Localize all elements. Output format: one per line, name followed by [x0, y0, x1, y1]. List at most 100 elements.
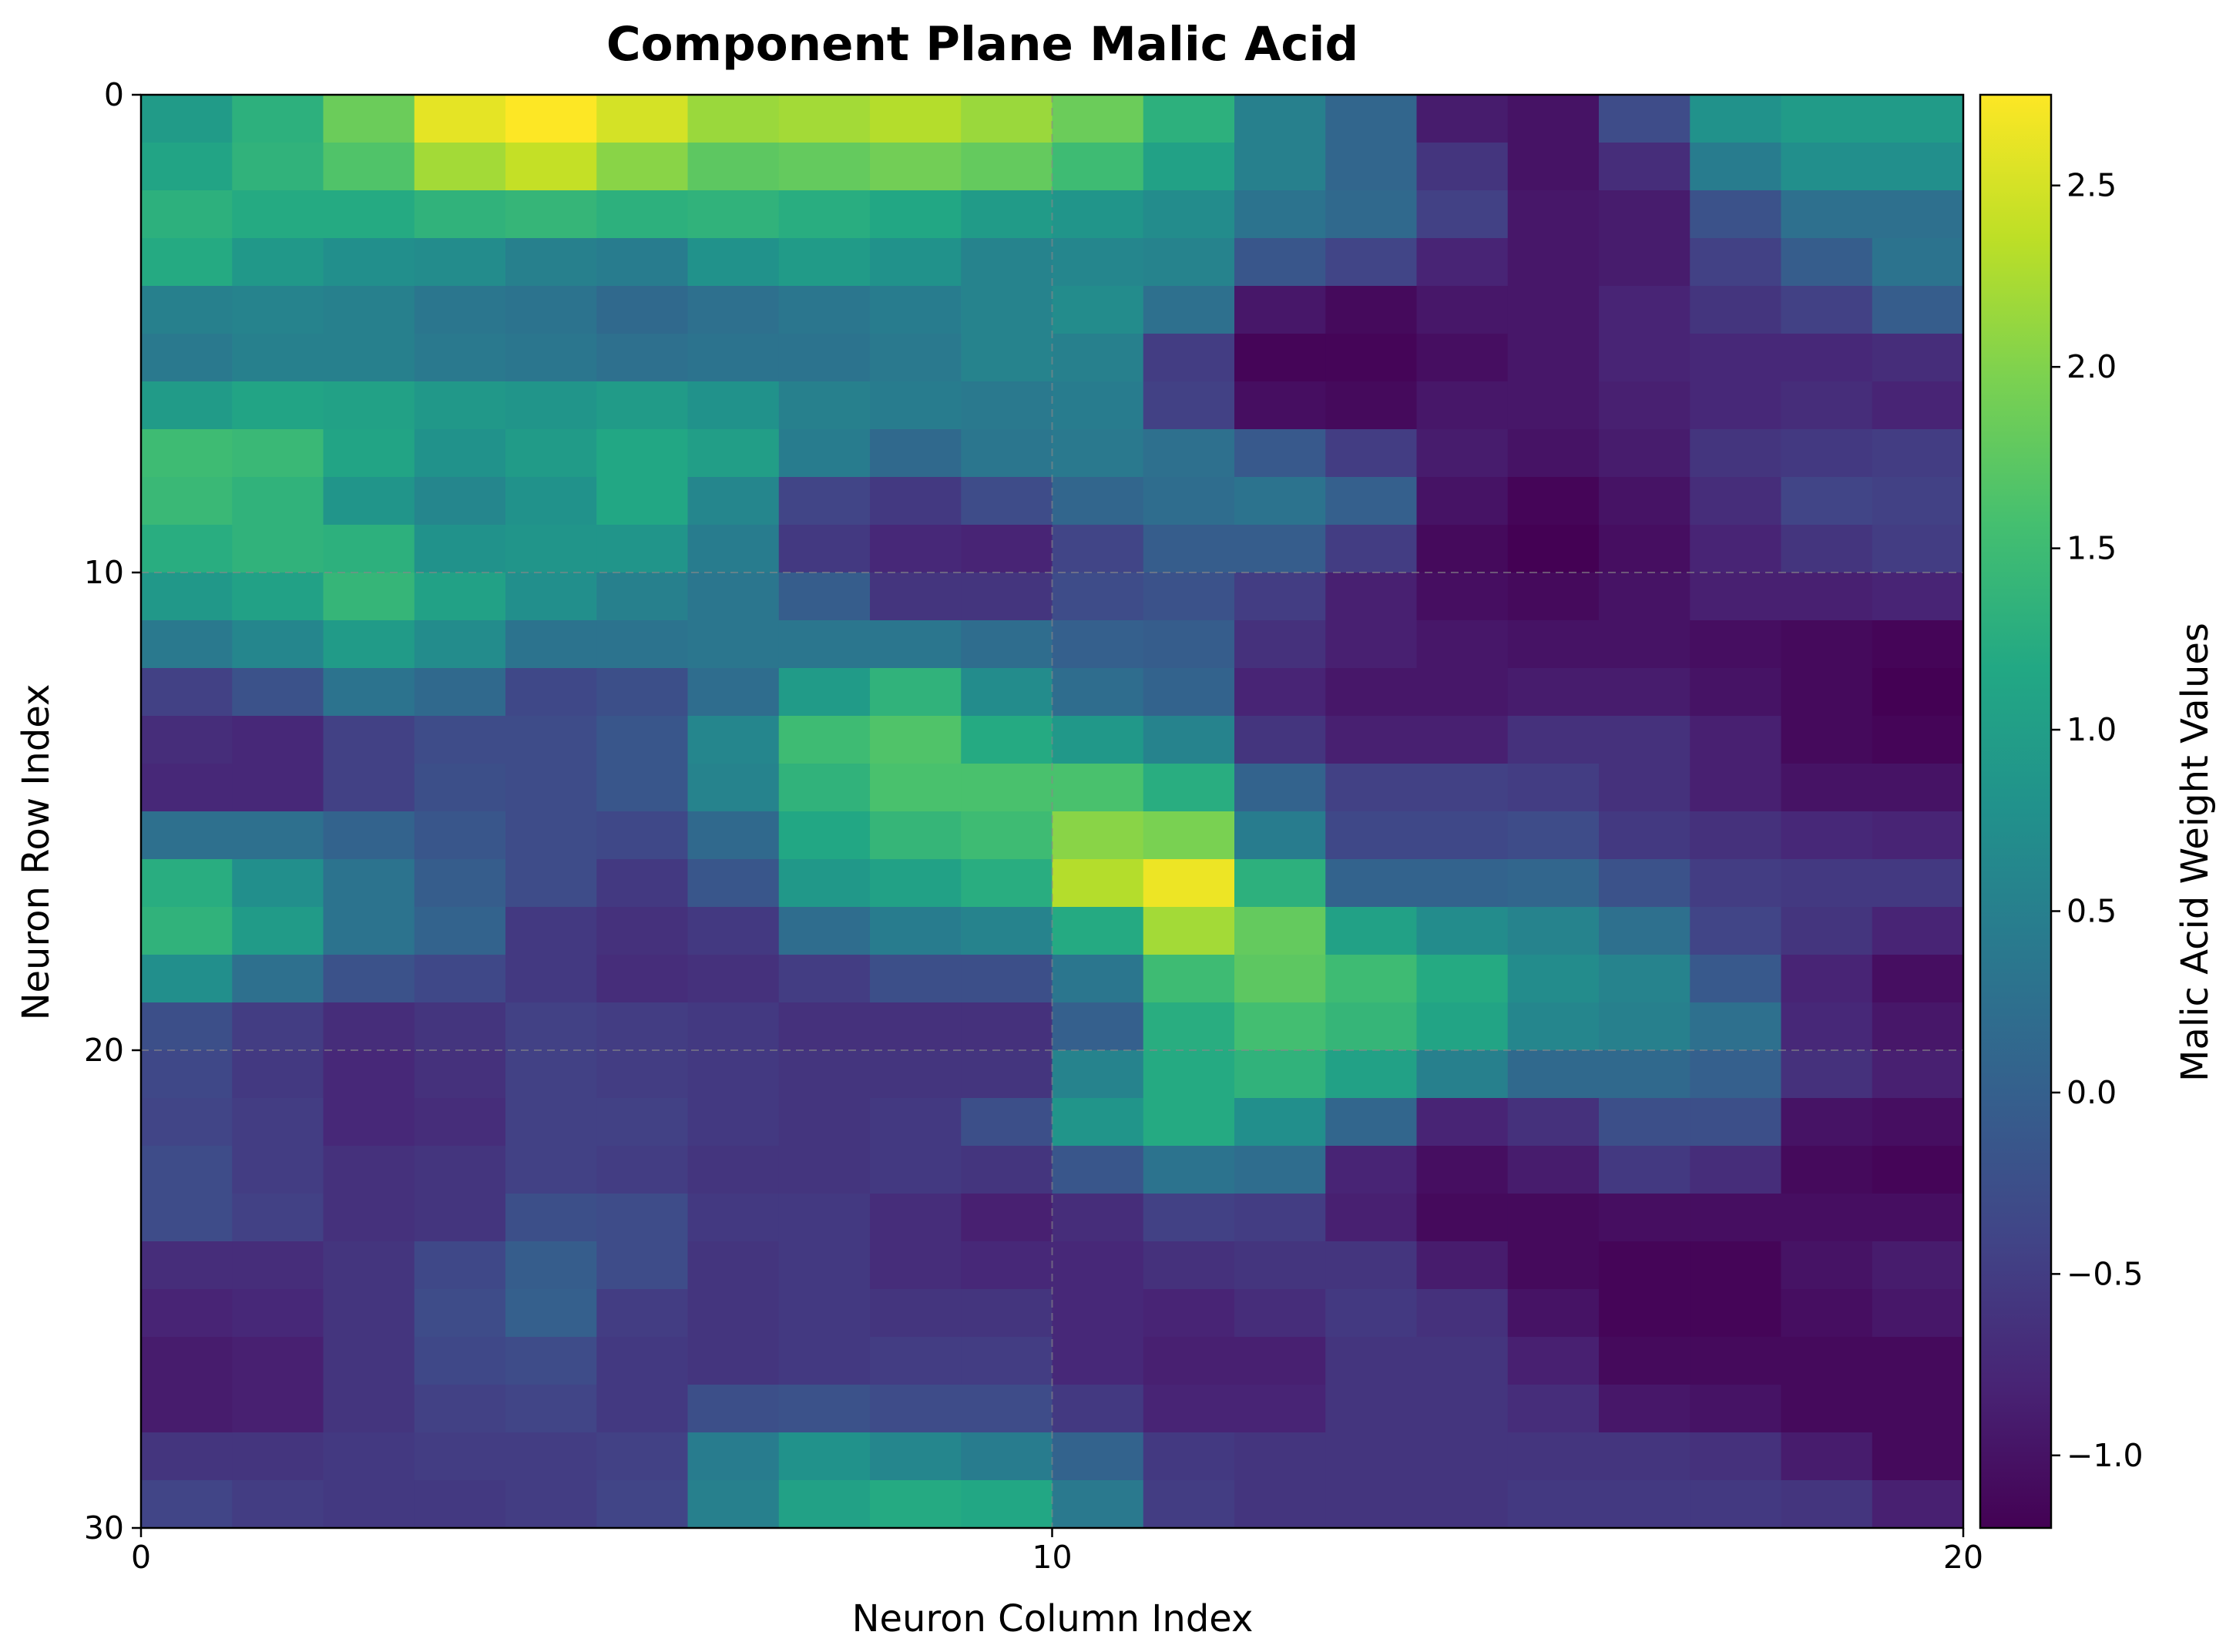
heatmap-cell — [1143, 907, 1235, 955]
heatmap-cell — [870, 1289, 962, 1338]
heatmap-cell — [687, 859, 780, 908]
heatmap-cell — [596, 477, 689, 525]
heatmap-cell — [1325, 716, 1418, 764]
heatmap-cell — [778, 381, 871, 430]
heatmap-cell — [1507, 1002, 1600, 1051]
heatmap-cell — [1872, 811, 1964, 860]
heatmap-cell — [1052, 764, 1144, 812]
heatmap-cell — [1690, 955, 1782, 1003]
heatmap-cell — [414, 811, 506, 860]
heatmap-cell — [1781, 1002, 1873, 1051]
heatmap-cell — [1052, 1146, 1144, 1194]
heatmap-cell — [1507, 1432, 1600, 1481]
heatmap-cell — [1416, 572, 1509, 621]
heatmap-cell — [1325, 381, 1418, 430]
heatmap-cell — [1052, 1098, 1144, 1147]
heatmap-cell — [141, 238, 233, 287]
heatmap-cell — [1599, 1002, 1690, 1051]
x-tick-label: 10 — [1032, 1539, 1072, 1576]
heatmap-cell — [870, 1432, 962, 1481]
heatmap-cell — [870, 190, 962, 239]
heatmap-cell — [1599, 1480, 1690, 1529]
colorbar-tick-label: −1.0 — [2067, 1437, 2144, 1474]
heatmap-cell — [323, 1432, 415, 1481]
heatmap-cell — [961, 1289, 1053, 1338]
heatmap-cell — [1234, 716, 1326, 764]
heatmap-cell — [870, 620, 962, 669]
heatmap-cell — [1416, 477, 1509, 525]
heatmap-cell — [414, 525, 506, 573]
heatmap-cell — [141, 525, 233, 573]
heatmap-cell — [141, 1337, 233, 1385]
heatmap-cell — [1507, 1480, 1600, 1529]
heatmap-cell — [414, 572, 506, 621]
heatmap-cell — [1781, 238, 1873, 287]
heatmap-cell — [1872, 190, 1964, 239]
heatmap-cell — [1872, 1146, 1964, 1194]
heatmap-cell — [1325, 525, 1418, 573]
heatmap-cell — [1872, 1241, 1964, 1290]
heatmap-cell — [961, 1098, 1053, 1147]
heatmap-cell — [1690, 1002, 1782, 1051]
heatmap-cell — [1143, 190, 1235, 239]
heatmap-cell — [1325, 955, 1418, 1003]
heatmap-cell — [1690, 620, 1782, 669]
heatmap-cell — [961, 955, 1053, 1003]
heatmap-cell — [414, 668, 506, 717]
heatmap-cell — [1507, 429, 1600, 478]
heatmap-cell — [141, 620, 233, 669]
heatmap-cell — [961, 1385, 1053, 1433]
heatmap-cell — [505, 477, 597, 525]
heatmap-cell — [1052, 1385, 1144, 1433]
heatmap-cell — [1507, 1098, 1600, 1147]
heatmap-cell — [1325, 190, 1418, 239]
heatmap-cell — [1599, 238, 1690, 287]
heatmap-cell — [596, 620, 689, 669]
heatmap-cell — [1690, 238, 1782, 287]
heatmap-cell — [1325, 572, 1418, 621]
heatmap-cell — [1599, 477, 1690, 525]
heatmap-cell — [1143, 1385, 1235, 1433]
heatmap-cell — [505, 1289, 597, 1338]
heatmap-cell — [1052, 334, 1144, 382]
heatmap-cell — [1234, 238, 1326, 287]
heatmap-cell — [1781, 572, 1873, 621]
heatmap-cell — [778, 429, 871, 478]
heatmap-cell — [323, 95, 415, 143]
heatmap-cell — [1416, 1480, 1509, 1529]
heatmap-cell — [1599, 429, 1690, 478]
heatmap-cell — [1599, 907, 1690, 955]
heatmap-cell — [1325, 1146, 1418, 1194]
heatmap-cell — [1507, 1241, 1600, 1290]
heatmap-cell — [1234, 1385, 1326, 1433]
heatmap-cell — [1872, 1098, 1964, 1147]
heatmap-cell — [961, 1050, 1053, 1099]
heatmap-cell — [1143, 1480, 1235, 1529]
heatmap-cell — [1599, 334, 1690, 382]
heatmap-cell — [323, 334, 415, 382]
heatmap-cell — [1872, 1432, 1964, 1481]
heatmap-cell — [1872, 1002, 1964, 1051]
heatmap-cell — [1416, 668, 1509, 717]
heatmap-cell — [961, 1241, 1053, 1290]
heatmap-cell — [1781, 381, 1873, 430]
heatmap-cell — [1690, 429, 1782, 478]
heatmap-cell — [1416, 381, 1509, 430]
heatmap-cell — [505, 525, 597, 573]
colorbar-label: Malic Acid Weight Values — [2174, 623, 2217, 1082]
heatmap-cell — [505, 1480, 597, 1529]
heatmap-cell — [1052, 238, 1144, 287]
heatmap-cell — [870, 1337, 962, 1385]
heatmap-cell — [1234, 1289, 1326, 1338]
heatmap-cell — [1781, 1337, 1873, 1385]
heatmap-cell — [505, 1337, 597, 1385]
heatmap-cell — [1416, 907, 1509, 955]
heatmap-cell — [1325, 286, 1418, 334]
heatmap-cell — [1599, 668, 1690, 717]
heatmap-cell — [232, 334, 324, 382]
heatmap-cell — [1234, 477, 1326, 525]
heatmap-cell — [1507, 381, 1600, 430]
heatmap-cell — [778, 1146, 871, 1194]
heatmap-cell — [1599, 381, 1690, 430]
heatmap-cell — [505, 1432, 597, 1481]
